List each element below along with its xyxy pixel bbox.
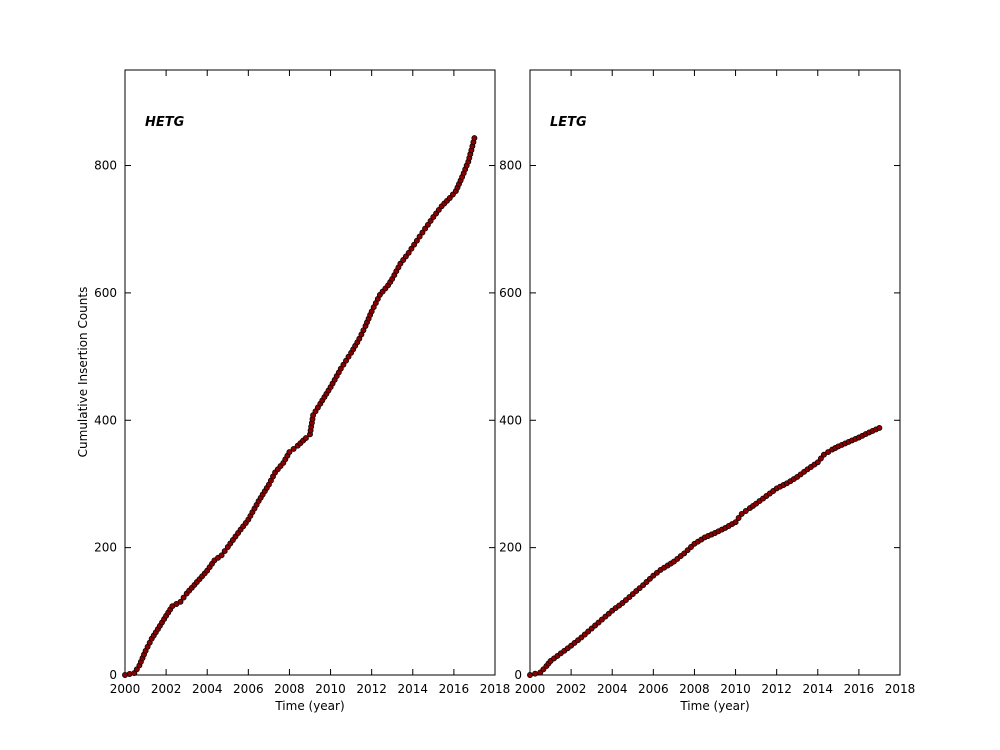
svg-text:2018: 2018	[480, 682, 511, 696]
svg-text:2016: 2016	[844, 682, 875, 696]
svg-text:2000: 2000	[110, 682, 141, 696]
svg-text:2002: 2002	[556, 682, 587, 696]
svg-text:2008: 2008	[679, 682, 710, 696]
hetg-panel-label: HETG	[145, 115, 185, 130]
svg-text:2010: 2010	[720, 682, 751, 696]
svg-text:2008: 2008	[274, 682, 305, 696]
svg-text:400: 400	[94, 413, 117, 427]
svg-text:2006: 2006	[233, 682, 264, 696]
svg-text:600: 600	[499, 286, 522, 300]
svg-text:2012: 2012	[761, 682, 792, 696]
svg-text:800: 800	[499, 159, 522, 173]
svg-text:2000: 2000	[515, 682, 546, 696]
letg-panel-label: LETG	[550, 115, 587, 130]
svg-text:2018: 2018	[885, 682, 916, 696]
svg-text:2002: 2002	[151, 682, 182, 696]
svg-text:800: 800	[94, 159, 117, 173]
svg-text:2012: 2012	[356, 682, 387, 696]
svg-text:0: 0	[514, 668, 522, 682]
svg-text:200: 200	[499, 541, 522, 555]
hetg-x-axis-label: Time (year)	[275, 699, 345, 713]
svg-text:2006: 2006	[638, 682, 669, 696]
svg-text:0: 0	[109, 668, 117, 682]
svg-text:2004: 2004	[597, 682, 628, 696]
svg-text:2010: 2010	[315, 682, 346, 696]
svg-text:2004: 2004	[192, 682, 223, 696]
letg-x-axis-label: Time (year)	[680, 699, 750, 713]
hetg-scatter-canvas: 2000 2002 2004 2006 2008 2010 2012 2014 2016 2018…	[94, 69, 511, 696]
svg-text:2016: 2016	[439, 682, 470, 696]
svg-text:200: 200	[94, 541, 117, 555]
letg-scatter-canvas: 2000 2002 2004 2006 2008 2010 2012 2014 2016 2018…	[499, 69, 916, 696]
svg-text:600: 600	[94, 286, 117, 300]
svg-text:2014: 2014	[803, 682, 834, 696]
svg-text:2014: 2014	[398, 682, 429, 696]
svg-text:400: 400	[499, 413, 522, 427]
